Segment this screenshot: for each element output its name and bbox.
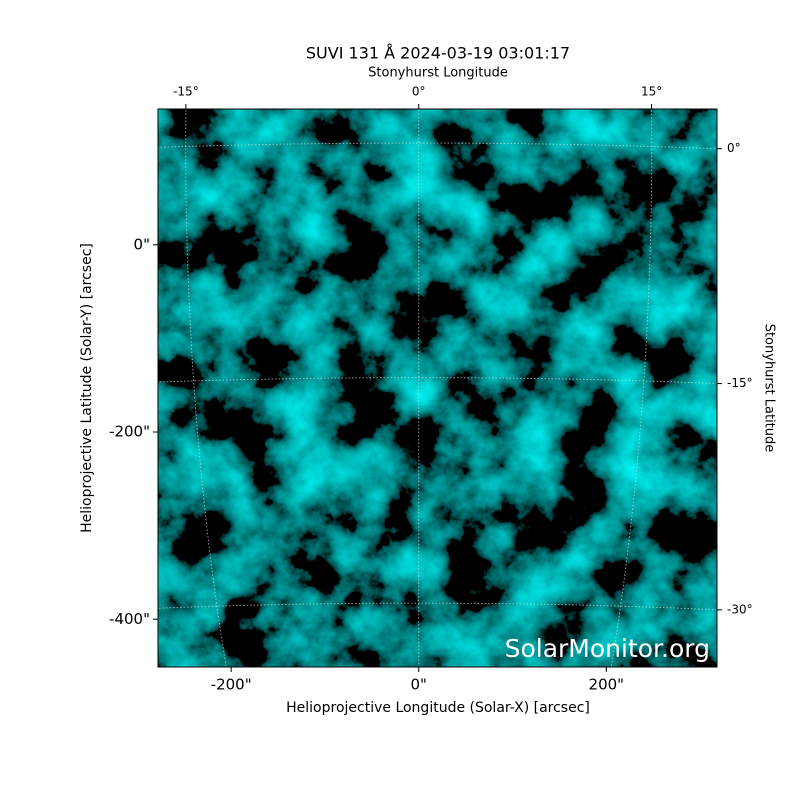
x-tick-label: -200" bbox=[211, 676, 252, 694]
lon-tick-label: 0° bbox=[412, 85, 426, 99]
lat-tick-label: 0° bbox=[727, 141, 741, 155]
solar-texture bbox=[158, 109, 717, 667]
lat-grid-line bbox=[158, 377, 717, 385]
lon-tick-label: 15° bbox=[641, 85, 662, 99]
lat-tick-label: -15° bbox=[727, 376, 753, 390]
x-tick-label: 0" bbox=[411, 676, 427, 694]
lon-tick-label: -15° bbox=[173, 85, 199, 99]
lon-grid-line bbox=[610, 109, 653, 667]
y-tick-label: -200" bbox=[109, 423, 150, 441]
watermark: SolarMonitor.org bbox=[505, 634, 710, 663]
x-axis-label: Helioprojective Longitude (Solar-X) [arc… bbox=[286, 700, 590, 716]
y-tick-label: 0" bbox=[134, 235, 150, 253]
chart-title: SUVI 131 Å 2024-03-19 03:01:17 bbox=[306, 44, 570, 63]
image-area bbox=[158, 109, 717, 667]
x-tick-label: 200" bbox=[589, 676, 625, 694]
y-axis-label: Helioprojective Latitude (Solar-Y) [arcs… bbox=[79, 243, 95, 533]
y-tick-label: -400" bbox=[109, 610, 150, 628]
right-axis-label: Stonyhurst Latitude bbox=[762, 324, 777, 453]
lat-grid-line bbox=[158, 602, 717, 611]
axes-frame bbox=[157, 108, 718, 668]
top-axis-label: Stonyhurst Longitude bbox=[368, 66, 508, 81]
lat-tick-label: -30° bbox=[727, 602, 753, 616]
lon-grid-line bbox=[185, 109, 227, 667]
